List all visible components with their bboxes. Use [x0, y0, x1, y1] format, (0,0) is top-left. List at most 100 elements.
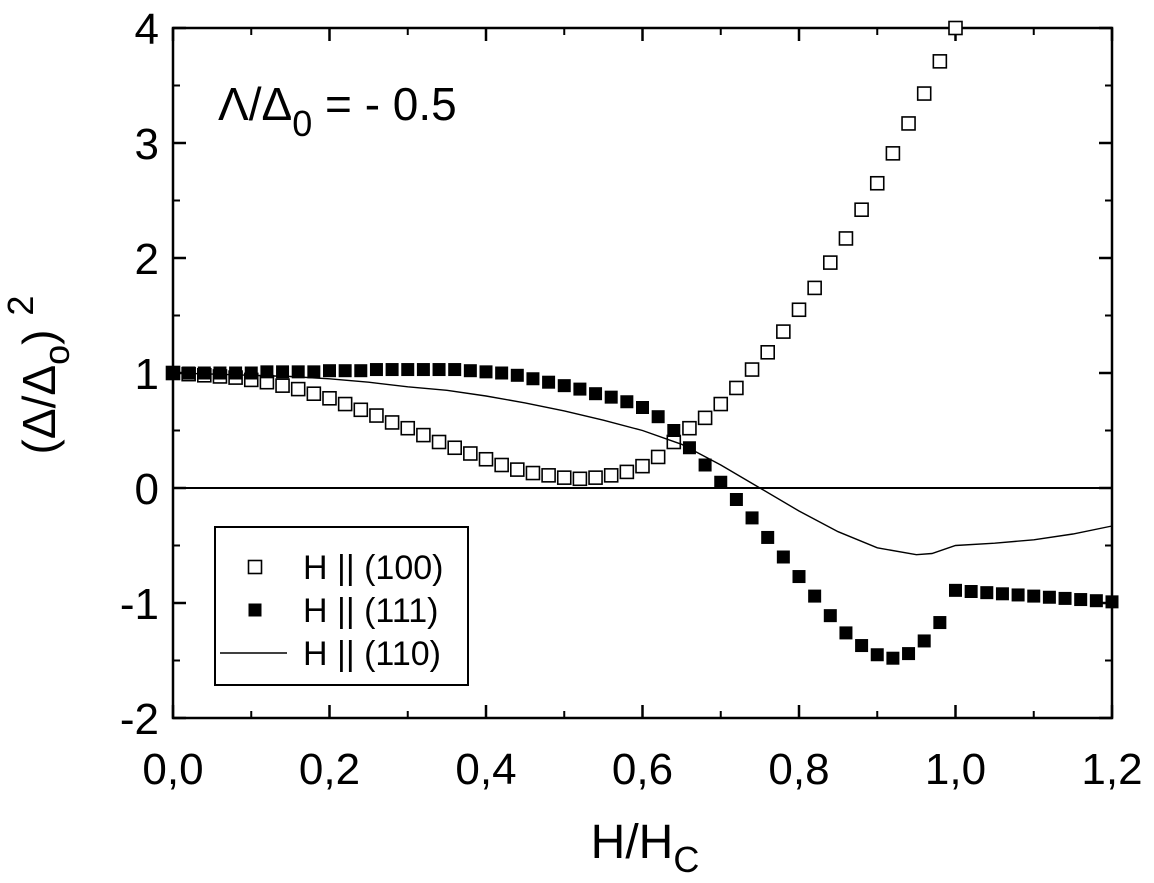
y-tick-label: 0	[135, 465, 159, 514]
open-square	[275, 378, 290, 393]
x-tick-label: 0,2	[299, 745, 360, 794]
open-square	[854, 202, 869, 217]
annotation-sub: 0	[292, 103, 312, 144]
open-square	[729, 380, 744, 396]
filled-square	[354, 364, 368, 378]
y-label-part: )	[13, 330, 65, 345]
filled-square	[510, 368, 524, 382]
open-square	[478, 451, 494, 467]
filled-square	[745, 511, 759, 525]
filled-square	[276, 365, 290, 379]
x-label-sub: C	[673, 839, 699, 880]
legend-label: H || (100)	[303, 549, 443, 587]
filled-square	[448, 363, 462, 377]
annotation-part: Λ/Δ	[218, 78, 292, 130]
open-square	[337, 396, 353, 412]
filled-square	[886, 651, 900, 665]
open-square	[431, 434, 447, 450]
open-square	[247, 559, 263, 575]
open-square	[447, 440, 463, 456]
open-square	[525, 465, 541, 481]
filled-square	[589, 387, 603, 401]
open-square	[463, 446, 478, 461]
y-label-part: (Δ/Δ	[13, 365, 65, 455]
x-tick-label: 1,0	[925, 745, 986, 794]
open-square	[400, 420, 416, 436]
filled-square	[902, 647, 916, 661]
filled-square	[1074, 593, 1088, 607]
open-square	[885, 146, 901, 161]
filled-square	[995, 587, 1009, 601]
filled-square	[620, 395, 634, 409]
filled-square	[980, 586, 994, 600]
open-square	[556, 470, 572, 485]
filled-square	[917, 634, 931, 648]
open-square	[541, 468, 556, 483]
legend-label: H || (110)	[303, 635, 441, 673]
filled-square	[714, 475, 728, 489]
filled-square	[385, 363, 399, 377]
filled-square	[557, 379, 571, 393]
open-square	[384, 415, 400, 430]
filled-square	[1042, 590, 1056, 604]
filled-square	[197, 366, 211, 380]
x-tick-label: 0,4	[455, 745, 516, 794]
legend-label: H || (111)	[303, 592, 438, 630]
open-square	[822, 255, 838, 270]
annotation: Λ/Δ0 = - 0.5	[218, 78, 457, 144]
open-square	[572, 471, 588, 487]
open-square	[369, 408, 384, 423]
open-square	[776, 324, 791, 339]
filled-square	[808, 589, 822, 603]
filled-square	[432, 363, 446, 377]
x-tick-label: 0,6	[612, 745, 673, 794]
filled-square	[526, 372, 540, 386]
filled-square	[248, 603, 262, 617]
filled-square	[416, 363, 430, 377]
open-square	[948, 20, 963, 36]
filled-square	[667, 424, 681, 437]
filled-square	[463, 364, 477, 378]
y-axis-label: (Δ/Δo) 2	[0, 296, 77, 455]
y-tick-label: 1	[135, 350, 159, 399]
open-square	[901, 116, 916, 131]
open-square	[619, 464, 635, 480]
filled-square	[479, 365, 493, 379]
open-square	[494, 457, 509, 473]
open-square	[306, 386, 322, 402]
filled-square	[855, 639, 869, 653]
open-square	[713, 396, 729, 412]
filled-square	[933, 616, 947, 630]
filled-square	[229, 366, 243, 380]
filled-square	[291, 365, 305, 379]
x-tick-label: 0,8	[768, 745, 829, 794]
filled-square	[213, 366, 227, 380]
filled-square	[338, 364, 352, 378]
filled-square	[698, 458, 712, 472]
annotation-part: = - 0.5	[312, 78, 456, 130]
y-tick-label: -2	[120, 695, 159, 744]
filled-square	[823, 609, 837, 623]
filled-square	[244, 366, 258, 380]
filled-square	[776, 550, 790, 564]
filled-square	[323, 364, 336, 378]
filled-square	[651, 410, 665, 424]
filled-square	[964, 585, 978, 598]
open-square	[682, 420, 697, 436]
open-square	[760, 344, 776, 360]
open-square	[603, 468, 619, 483]
filled-square	[369, 363, 383, 377]
filled-square	[1105, 595, 1119, 609]
open-square	[869, 175, 885, 191]
y-tick-label: 3	[135, 120, 159, 169]
open-square	[416, 427, 431, 443]
open-square	[932, 54, 948, 69]
open-square	[791, 302, 807, 318]
open-square	[322, 390, 337, 406]
filled-square	[636, 401, 649, 414]
x-label-part: H/H	[591, 816, 674, 869]
filled-square	[1027, 589, 1041, 603]
annotation-text: Λ/Δ0 = - 0.5	[218, 78, 457, 144]
open-square	[509, 462, 525, 477]
